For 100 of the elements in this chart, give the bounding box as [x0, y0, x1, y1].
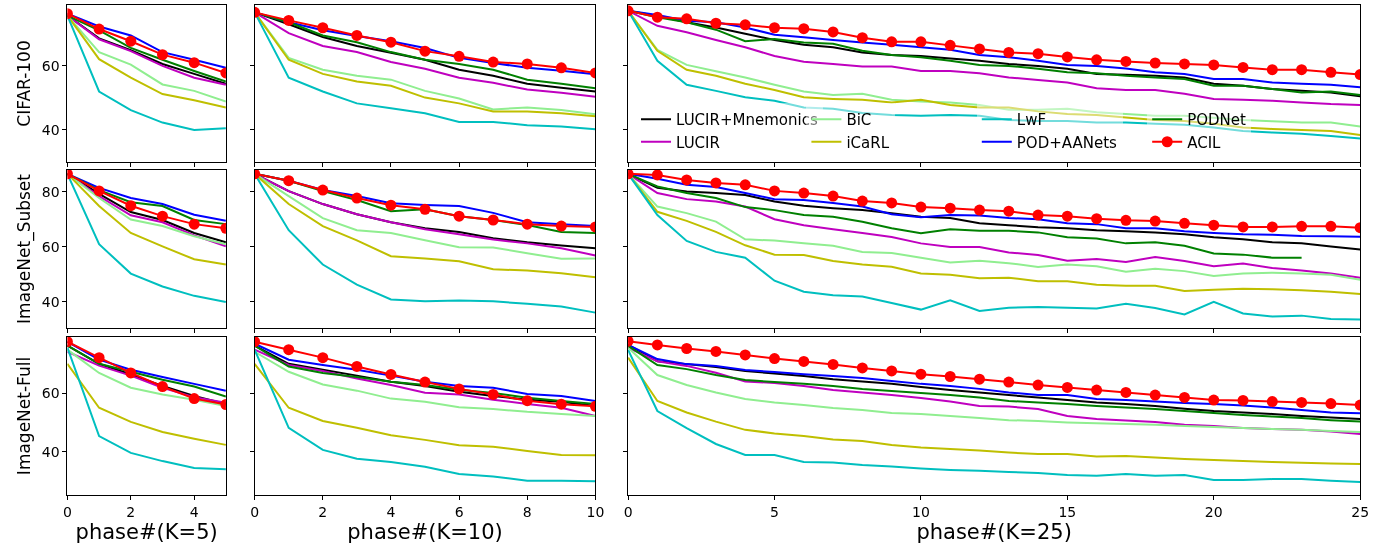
point [681, 343, 693, 354]
point [1120, 214, 1132, 226]
legend-label: LUCIR+Mnemonics [676, 111, 818, 130]
point [1325, 398, 1337, 410]
point [157, 381, 168, 393]
point [739, 349, 751, 361]
x-tick-label: 0 [250, 503, 260, 520]
y-tick-label: 40 [41, 443, 60, 460]
legend-label: LUCIR [676, 133, 720, 152]
legend-label: POD+AANets [1016, 133, 1118, 152]
point [1325, 220, 1337, 232]
point [1208, 394, 1220, 406]
point [125, 35, 137, 47]
point [651, 11, 663, 23]
x-tick-label: 5 [770, 503, 779, 520]
point [453, 383, 465, 395]
legend-label: PODNet [1187, 111, 1247, 130]
point [385, 368, 397, 380]
point [769, 353, 781, 365]
x-tick-label: 0 [62, 503, 72, 520]
point [93, 23, 105, 35]
point [1061, 51, 1073, 63]
x-tick-label: 4 [386, 503, 396, 520]
point [710, 177, 722, 189]
legend-label: iCaRL [846, 133, 890, 152]
point [974, 373, 985, 385]
legend-label: LwF [1016, 111, 1047, 130]
point [93, 352, 105, 364]
point [1237, 221, 1249, 233]
point [1178, 391, 1190, 403]
point [1296, 64, 1308, 76]
point [521, 218, 533, 230]
point [915, 36, 927, 48]
point [1178, 217, 1190, 229]
point [125, 200, 137, 212]
point [1120, 386, 1132, 398]
y-tick-label: 40 [41, 121, 60, 138]
y-tick-label: 60 [41, 57, 60, 74]
point [1061, 210, 1073, 222]
point [1120, 55, 1132, 67]
point [856, 32, 868, 44]
point [283, 344, 295, 356]
x-tick-label: 2 [126, 503, 136, 520]
y-tick-label: 80 [41, 183, 60, 200]
point [798, 23, 810, 35]
point [283, 175, 295, 187]
point [351, 360, 363, 372]
point [886, 36, 898, 48]
point [385, 199, 397, 211]
point [487, 388, 499, 400]
point [125, 367, 137, 379]
point [188, 393, 200, 405]
point [317, 352, 329, 364]
point [555, 62, 567, 74]
point [651, 339, 663, 351]
point [1266, 64, 1278, 76]
point [1032, 209, 1044, 221]
point [1003, 205, 1015, 217]
y-axis-title: CIFAR-100 [14, 40, 35, 127]
point [555, 398, 567, 410]
point [651, 170, 663, 181]
point [453, 210, 465, 222]
point [351, 29, 363, 41]
point [974, 204, 985, 216]
point [1091, 384, 1103, 396]
y-tick-label: 60 [41, 238, 60, 255]
point [385, 36, 397, 48]
x-axis-title: phase#(K=5) [75, 519, 218, 544]
x-tick-label: 2 [318, 503, 328, 520]
point [798, 355, 810, 367]
line-series [67, 362, 226, 446]
y-tick-label: 60 [41, 384, 60, 401]
point [915, 368, 927, 380]
point [1325, 66, 1337, 78]
point [419, 203, 431, 215]
point [1237, 61, 1249, 73]
point [1003, 46, 1015, 58]
point [521, 58, 533, 70]
point [681, 174, 693, 186]
point [1091, 54, 1103, 66]
point [710, 17, 722, 29]
point [1237, 394, 1249, 406]
point [1296, 220, 1308, 232]
x-tick-label: 6 [454, 503, 464, 520]
point [798, 187, 810, 199]
point [1266, 396, 1278, 408]
point [827, 358, 839, 370]
point [944, 202, 956, 214]
x-tick-label: 4 [189, 503, 199, 520]
point [944, 39, 956, 51]
point [351, 192, 363, 204]
point [1296, 396, 1308, 408]
legend-label: BiC [846, 111, 872, 130]
x-tick-label: 15 [1058, 503, 1077, 520]
point [93, 185, 105, 197]
point [1149, 215, 1161, 227]
point [886, 197, 898, 209]
point [1266, 221, 1278, 233]
legend-label: ACIL [1187, 133, 1222, 152]
point [856, 195, 868, 207]
